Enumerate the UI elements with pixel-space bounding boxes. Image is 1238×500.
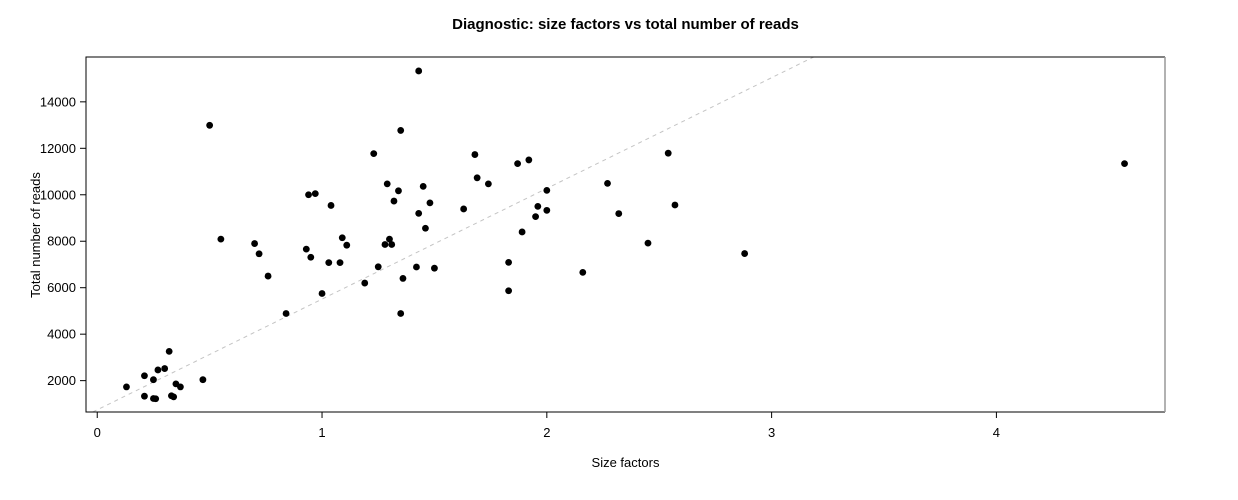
data-point — [383, 180, 391, 188]
data-point — [307, 253, 315, 261]
y-tick-label: 14000 — [40, 94, 76, 109]
data-point — [413, 263, 420, 271]
data-point — [336, 259, 344, 267]
data-point — [460, 205, 468, 213]
data-point — [604, 179, 611, 187]
data-point — [419, 183, 427, 190]
y-tick-label: 10000 — [40, 187, 76, 202]
plot-area: 0 1 2 3 4 2000 4000 6000 8000 10000 12000 14000 — [40, 56, 1166, 440]
data-point — [217, 235, 225, 243]
data-point — [325, 259, 333, 267]
data-point — [415, 209, 423, 217]
data-point — [399, 275, 407, 282]
data-point — [370, 150, 378, 158]
data-point — [671, 201, 679, 209]
data-point — [415, 67, 423, 75]
x-tick-label: 1 — [318, 425, 325, 440]
data-point — [579, 268, 587, 276]
data-point — [311, 190, 319, 198]
x-tick-label: 2 — [543, 425, 550, 440]
data-point — [170, 393, 178, 401]
data-point — [615, 210, 623, 217]
data-point — [251, 240, 258, 247]
trend-line — [92, 56, 814, 413]
data-point — [302, 245, 310, 253]
data-point — [534, 202, 542, 210]
data-point — [386, 235, 393, 243]
data-point — [431, 264, 438, 272]
data-point — [141, 392, 148, 400]
x-tick-label: 0 — [94, 425, 101, 440]
data-point — [338, 234, 346, 242]
data-point — [343, 241, 351, 249]
data-point — [484, 180, 492, 188]
data-point — [141, 372, 148, 380]
data-point — [422, 224, 429, 232]
x-tick-label: 4 — [993, 425, 1000, 440]
data-point — [123, 383, 130, 391]
y-axis-label: Total number of reads — [28, 172, 43, 298]
x-axis-label: Size factors — [592, 455, 660, 470]
plot-frame — [85, 56, 1165, 413]
data-point — [264, 272, 272, 280]
y-tick-label: 6000 — [47, 280, 76, 295]
data-point — [390, 197, 398, 205]
y-tick-label: 4000 — [47, 327, 76, 342]
data-point — [177, 383, 184, 391]
data-point — [388, 241, 396, 248]
data-point — [150, 376, 157, 384]
data-point — [644, 239, 652, 247]
data-point — [361, 279, 369, 287]
data-point — [664, 149, 672, 157]
data-point — [255, 250, 263, 258]
data-point — [473, 174, 481, 182]
data-point — [206, 121, 214, 129]
data-point — [152, 395, 160, 403]
data-point — [318, 290, 326, 297]
data-point — [741, 250, 749, 257]
data-point — [165, 347, 173, 355]
data-point — [1121, 160, 1128, 168]
data-point — [397, 310, 405, 317]
data-point — [426, 199, 434, 207]
data-point — [199, 376, 207, 384]
data-point — [397, 127, 405, 134]
y-tick-label: 12000 — [40, 141, 76, 156]
y-tick-label: 2000 — [47, 373, 76, 388]
data-point — [381, 241, 389, 248]
data-point — [374, 263, 382, 271]
data-point — [505, 258, 513, 266]
data-point — [525, 156, 533, 164]
x-tick-label: 3 — [768, 425, 775, 440]
data-point — [161, 365, 169, 372]
data-point — [514, 160, 521, 168]
data-point — [395, 187, 402, 195]
data-point — [327, 202, 335, 209]
data-point — [471, 151, 479, 158]
chart-title: Diagnostic: size factors vs total number… — [452, 16, 799, 33]
data-point — [543, 206, 551, 214]
data-point — [543, 186, 551, 194]
data-point — [532, 213, 539, 221]
y-tick-label: 8000 — [47, 234, 76, 249]
data-point — [154, 366, 162, 374]
data-point — [282, 310, 290, 317]
data-point — [305, 191, 312, 199]
data-point — [518, 228, 526, 236]
data-point — [505, 287, 513, 295]
